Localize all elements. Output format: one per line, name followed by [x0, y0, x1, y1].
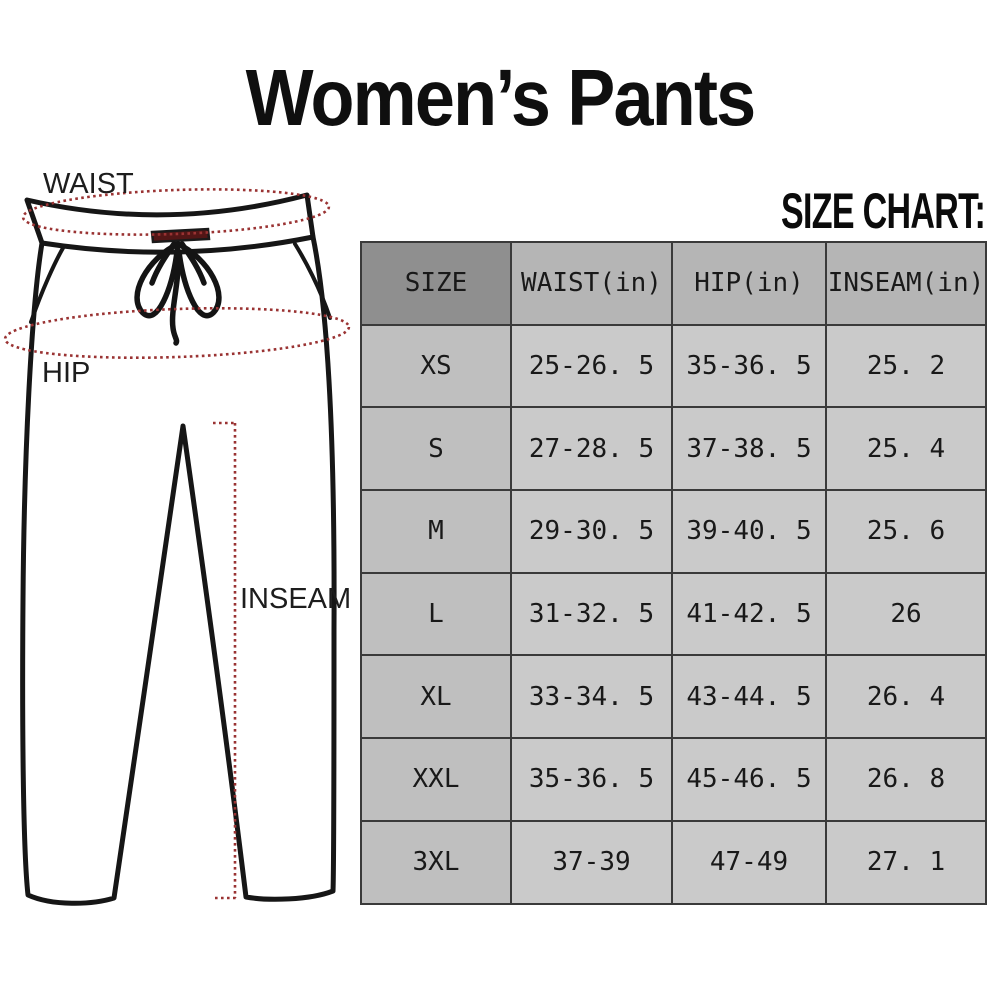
- size-cell: L: [360, 571, 512, 657]
- inseam-cell: 25. 6: [825, 489, 987, 574]
- left-pocket-curve: [29, 246, 65, 324]
- size-cell: XS: [360, 323, 512, 409]
- waist-cell: 35-36. 5: [510, 737, 673, 822]
- waist-cell: 29-30. 5: [510, 489, 673, 574]
- inseam-cell: 25. 2: [825, 323, 987, 409]
- column-header-inseam: INSEAM(in): [825, 241, 987, 326]
- inseam-cell: 26. 8: [825, 737, 987, 822]
- hip-cell: 41-42. 5: [671, 571, 827, 657]
- inseam-label: INSEAM: [240, 583, 351, 615]
- inseam-cell: 27. 1: [825, 819, 987, 905]
- waist-cell: 37-39: [510, 819, 673, 905]
- size-chart-table: SIZE WAIST(in) HIP(in) INSEAM(in) XS 25-…: [360, 241, 987, 905]
- drawstring-bow: [134, 241, 222, 346]
- hip-cell: 39-40. 5: [671, 489, 827, 574]
- page-title: Women’s Pants: [245, 53, 757, 142]
- right-pocket-curve: [293, 242, 332, 320]
- table-row: L 31-32. 5 41-42. 5 26: [360, 571, 987, 657]
- waist-cell: 25-26. 5: [510, 323, 673, 409]
- column-header-size: SIZE: [360, 241, 512, 326]
- table-row: M 29-30. 5 39-40. 5 25. 6: [360, 489, 987, 574]
- size-cell: 3XL: [360, 819, 512, 905]
- inseam-cell: 26. 4: [825, 654, 987, 740]
- waist-label: WAIST: [43, 168, 134, 200]
- column-header-hip: HIP(in): [671, 241, 827, 326]
- header-row: SIZE WAIST(in) HIP(in) INSEAM(in): [360, 241, 987, 326]
- inseam-cell: 26: [825, 571, 987, 657]
- hip-cell: 45-46. 5: [671, 737, 827, 822]
- size-cell: XXL: [360, 737, 512, 822]
- pants-diagram: WAIST HIP INSEAM: [3, 168, 351, 906]
- pants-silhouette: [20, 192, 337, 906]
- waist-cell: 27-28. 5: [510, 406, 673, 492]
- hip-cell: 43-44. 5: [671, 654, 827, 740]
- size-chart-heading: SIZE CHART:: [780, 183, 986, 239]
- waist-cell: 31-32. 5: [510, 571, 673, 657]
- size-cell: XL: [360, 654, 512, 740]
- hip-cell: 47-49: [671, 819, 827, 905]
- hip-cell: 37-38. 5: [671, 406, 827, 492]
- table-row: XL 33-34. 5 43-44. 5 26. 4: [360, 654, 987, 740]
- hip-label: HIP: [42, 357, 90, 389]
- table-row: XS 25-26. 5 35-36. 5 25. 2: [360, 323, 987, 409]
- size-cell: M: [360, 489, 512, 574]
- inseam-cell: 25. 4: [825, 406, 987, 492]
- table-row: S 27-28. 5 37-38. 5 25. 4: [360, 406, 987, 492]
- hip-measure-ellipse: [3, 306, 351, 360]
- size-cell: S: [360, 406, 512, 492]
- hip-cell: 35-36. 5: [671, 323, 827, 409]
- column-header-waist: WAIST(in): [510, 241, 673, 326]
- waist-cell: 33-34. 5: [510, 654, 673, 740]
- table-row: XXL 35-36. 5 45-46. 5 26. 8: [360, 737, 987, 822]
- table-row: 3XL 37-39 47-49 27. 1: [360, 819, 987, 905]
